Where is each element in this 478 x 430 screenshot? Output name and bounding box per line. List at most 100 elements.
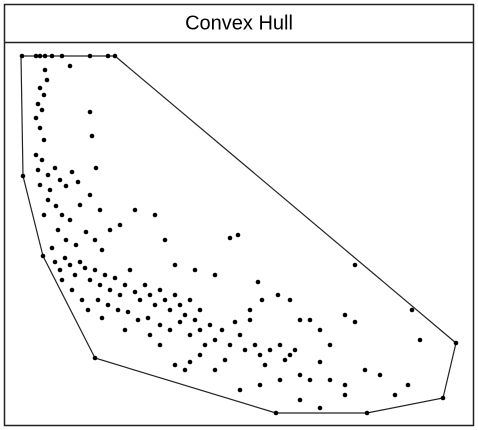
point: [62, 255, 68, 261]
point: [52, 165, 58, 171]
point: [107, 227, 113, 233]
point: [342, 382, 348, 388]
point: [52, 259, 58, 265]
point: [440, 395, 446, 401]
point: [219, 327, 225, 333]
point: [40, 253, 46, 259]
point: [297, 397, 303, 403]
point: [352, 262, 358, 268]
point: [83, 229, 89, 235]
point: [287, 297, 293, 303]
point: [172, 362, 178, 368]
point: [37, 125, 43, 131]
point: [63, 237, 69, 243]
point: [97, 282, 103, 288]
point: [137, 297, 143, 303]
point: [115, 307, 121, 313]
point: [287, 352, 293, 358]
point: [297, 372, 303, 378]
point: [33, 53, 39, 59]
point: [105, 53, 111, 59]
point: [107, 287, 113, 293]
point: [235, 232, 241, 238]
point: [47, 187, 53, 193]
point: [453, 340, 459, 346]
point: [85, 307, 91, 313]
point: [182, 367, 188, 373]
point: [377, 372, 383, 378]
point: [157, 342, 163, 348]
point: [122, 282, 128, 288]
point: [125, 309, 131, 315]
point: [147, 292, 153, 298]
point: [33, 152, 39, 158]
point: [227, 235, 233, 241]
point: [112, 275, 118, 281]
point: [273, 410, 279, 416]
point: [49, 53, 55, 59]
point: [87, 192, 93, 198]
point: [92, 237, 98, 243]
point: [177, 319, 183, 325]
point: [67, 217, 73, 223]
point: [41, 212, 47, 218]
point: [307, 317, 313, 323]
point: [192, 267, 198, 273]
point: [342, 392, 348, 398]
point: [197, 352, 203, 358]
point: [152, 302, 158, 308]
point: [127, 267, 133, 273]
point: [212, 367, 218, 373]
point: [117, 222, 123, 228]
point: [45, 197, 51, 203]
point: [212, 337, 218, 343]
point: [49, 245, 55, 251]
point: [87, 53, 93, 59]
point: [122, 327, 128, 333]
point: [172, 292, 178, 298]
point: [99, 247, 105, 253]
point: [187, 359, 193, 365]
point: [157, 322, 163, 328]
point: [327, 377, 333, 383]
point: [117, 292, 123, 298]
point: [72, 272, 78, 278]
point: [95, 297, 101, 303]
point: [67, 262, 73, 268]
point: [212, 272, 218, 278]
point: [67, 63, 73, 69]
point: [197, 327, 203, 333]
point: [33, 115, 39, 121]
point: [257, 352, 263, 358]
point: [79, 297, 85, 303]
point: [112, 53, 118, 59]
point: [37, 182, 43, 188]
point: [57, 267, 63, 273]
point: [75, 179, 81, 185]
frame: [3, 3, 475, 427]
point: [41, 92, 47, 98]
point: [162, 297, 168, 303]
point: [69, 287, 75, 293]
point: [242, 347, 248, 353]
point: [167, 307, 173, 313]
point: [92, 267, 98, 273]
point: [307, 377, 313, 383]
point: [267, 347, 273, 353]
point: [87, 277, 93, 283]
point: [277, 377, 283, 383]
point: [417, 337, 423, 343]
point: [99, 315, 105, 321]
point: [297, 317, 303, 323]
point: [132, 207, 138, 213]
point: [77, 202, 83, 208]
point: [409, 307, 415, 313]
point: [247, 317, 253, 323]
point: [152, 212, 158, 218]
point: [392, 392, 398, 398]
point: [102, 272, 108, 278]
point: [317, 405, 323, 411]
point: [82, 265, 88, 271]
point: [227, 342, 233, 348]
